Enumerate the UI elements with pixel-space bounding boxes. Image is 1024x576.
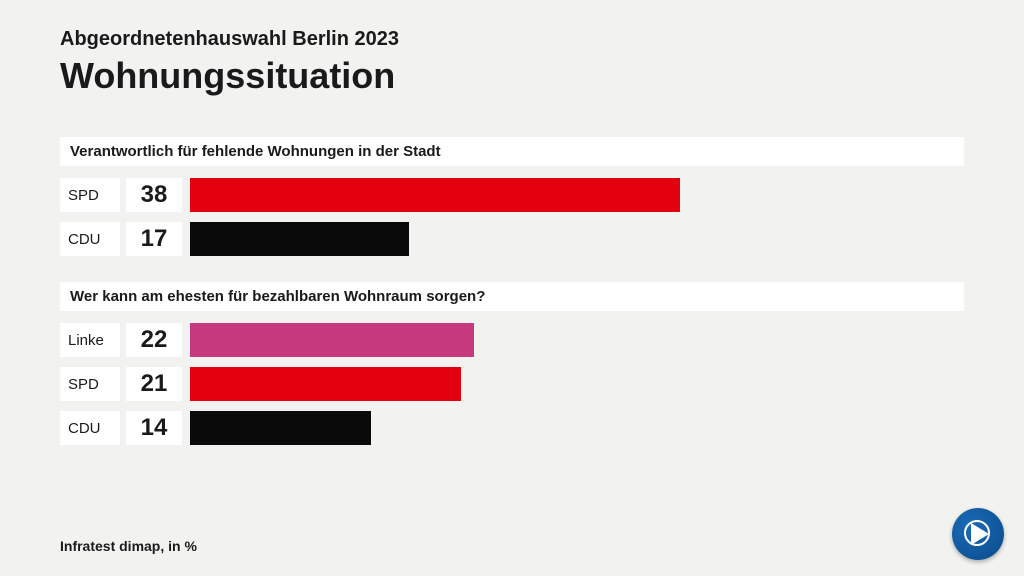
value-label: 22 bbox=[126, 323, 182, 357]
bar-row: SPD 38 bbox=[60, 178, 964, 212]
bar-row: CDU 17 bbox=[60, 222, 964, 256]
section-gap bbox=[60, 266, 964, 282]
bar-track bbox=[190, 367, 964, 401]
bar-fill bbox=[190, 222, 409, 256]
source-attribution: Infratest dimap, in % bbox=[60, 538, 197, 554]
party-label: SPD bbox=[60, 367, 120, 401]
bar-row: Linke 22 bbox=[60, 323, 964, 357]
bar-fill bbox=[190, 411, 371, 445]
value-label: 14 bbox=[126, 411, 182, 445]
bar-fill bbox=[190, 367, 461, 401]
bar-row: CDU 14 bbox=[60, 411, 964, 445]
bar-track bbox=[190, 323, 964, 357]
section-2: Wer kann am ehesten für bezahlbaren Wohn… bbox=[60, 282, 964, 445]
party-label: SPD bbox=[60, 178, 120, 212]
value-label: 21 bbox=[126, 367, 182, 401]
bar-fill bbox=[190, 178, 680, 212]
party-label: CDU bbox=[60, 222, 120, 256]
value-label: 38 bbox=[126, 178, 182, 212]
section-header: Wer kann am ehesten für bezahlbaren Wohn… bbox=[60, 282, 964, 311]
bar-fill bbox=[190, 323, 474, 357]
bar-track bbox=[190, 178, 964, 212]
bar-track bbox=[190, 411, 964, 445]
broadcaster-logo bbox=[952, 508, 1004, 560]
party-label: Linke bbox=[60, 323, 120, 357]
bar-row: SPD 21 bbox=[60, 367, 964, 401]
section-1: Verantwortlich für fehlende Wohnungen in… bbox=[60, 137, 964, 256]
section-header: Verantwortlich für fehlende Wohnungen in… bbox=[60, 137, 964, 166]
party-label: CDU bbox=[60, 411, 120, 445]
chart-container: Abgeordnetenhauswahl Berlin 2023 Wohnung… bbox=[0, 0, 1024, 475]
value-label: 17 bbox=[126, 222, 182, 256]
page-subtitle: Abgeordnetenhauswahl Berlin 2023 bbox=[60, 28, 964, 51]
logo-icon bbox=[963, 519, 993, 549]
page-title: Wohnungssituation bbox=[60, 55, 964, 97]
bar-track bbox=[190, 222, 964, 256]
